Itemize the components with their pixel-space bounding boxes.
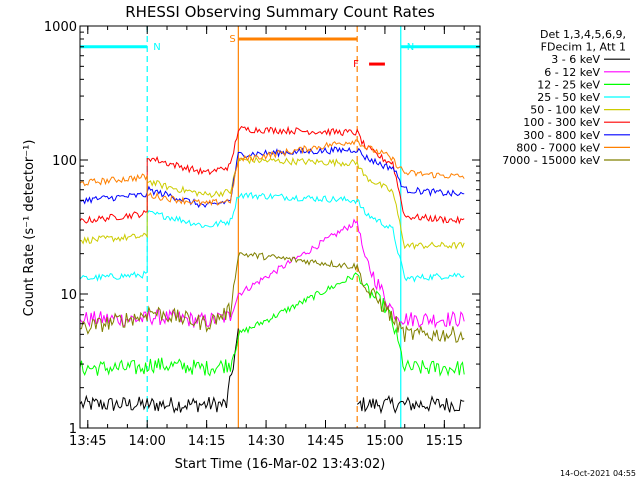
series-line-3-6-kev bbox=[79, 328, 465, 415]
x-tick-label: 13:45 bbox=[69, 434, 106, 449]
y-tick-label: 1 bbox=[69, 422, 77, 437]
y-tick-label: 10 bbox=[60, 288, 77, 303]
legend-label-25-50-kev: 25 - 50 keV bbox=[537, 91, 600, 104]
y-tick-label: 100 bbox=[52, 154, 77, 169]
x-tick-label: 14:00 bbox=[128, 434, 165, 449]
annotation-bars: N N S F bbox=[79, 34, 480, 70]
annotation-label-f-3: F bbox=[353, 59, 359, 70]
series-line-100-300-kev bbox=[79, 125, 465, 225]
legend: Det 1,3,4,5,6,9,FDecim 1, Att 13 - 6 keV… bbox=[502, 28, 630, 167]
x-tick-label: 14:15 bbox=[188, 434, 225, 449]
legend-label-100-300-kev: 100 - 300 keV bbox=[523, 116, 600, 129]
x-axis-label: Start Time (16-Mar-02 13:43:02) bbox=[175, 457, 386, 472]
legend-label-12-25-kev: 12 - 25 keV bbox=[537, 78, 600, 91]
legend-header-line: FDecim 1, Att 1 bbox=[541, 41, 626, 54]
timestamp: 14-Oct-2021 04:55 bbox=[560, 469, 636, 478]
legend-label-800-7000-kev: 800 - 7000 keV bbox=[516, 141, 600, 154]
x-tick-label: 14:45 bbox=[307, 434, 344, 449]
x-tick-label: 15:00 bbox=[366, 434, 403, 449]
annotation-label-s-2: S bbox=[229, 34, 235, 45]
series-line-12-25-kev bbox=[79, 272, 465, 377]
legend-label-300-800-kev: 300 - 800 keV bbox=[523, 129, 600, 142]
series-group bbox=[79, 125, 465, 415]
series-line-300-800-kev bbox=[79, 146, 465, 209]
x-tick-label: 14:30 bbox=[247, 434, 284, 449]
legend-header-line: Det 1,3,4,5,6,9, bbox=[540, 28, 626, 41]
axes: 1 10 100 1000 13:45 14:00 14:15 14:30 14:45 15:00… bbox=[44, 20, 481, 449]
x-tick-label: 15:15 bbox=[426, 434, 463, 449]
legend-label-6-12-kev: 6 - 12 keV bbox=[544, 66, 600, 79]
annotation-label-n-1: N bbox=[407, 42, 414, 53]
y-axis-label: Count Rate (s⁻¹ detector⁻¹) bbox=[22, 140, 37, 317]
y-tick-label: 1000 bbox=[44, 20, 77, 35]
annotation-label-n-0: N bbox=[153, 42, 160, 53]
legend-label-50-100-kev: 50 - 100 keV bbox=[530, 104, 600, 117]
plot-frame bbox=[79, 25, 481, 429]
legend-label-7000-15000-kev: 7000 - 15000 keV bbox=[502, 154, 600, 167]
series-line-7000-15000-kev bbox=[79, 252, 465, 343]
legend-label-3-6-kev: 3 - 6 keV bbox=[551, 53, 600, 66]
series-line-25-50-kev bbox=[79, 191, 465, 283]
series-line-800-7000-kev bbox=[79, 139, 465, 207]
chart-title: RHESSI Observing Summary Count Rates bbox=[125, 3, 435, 21]
